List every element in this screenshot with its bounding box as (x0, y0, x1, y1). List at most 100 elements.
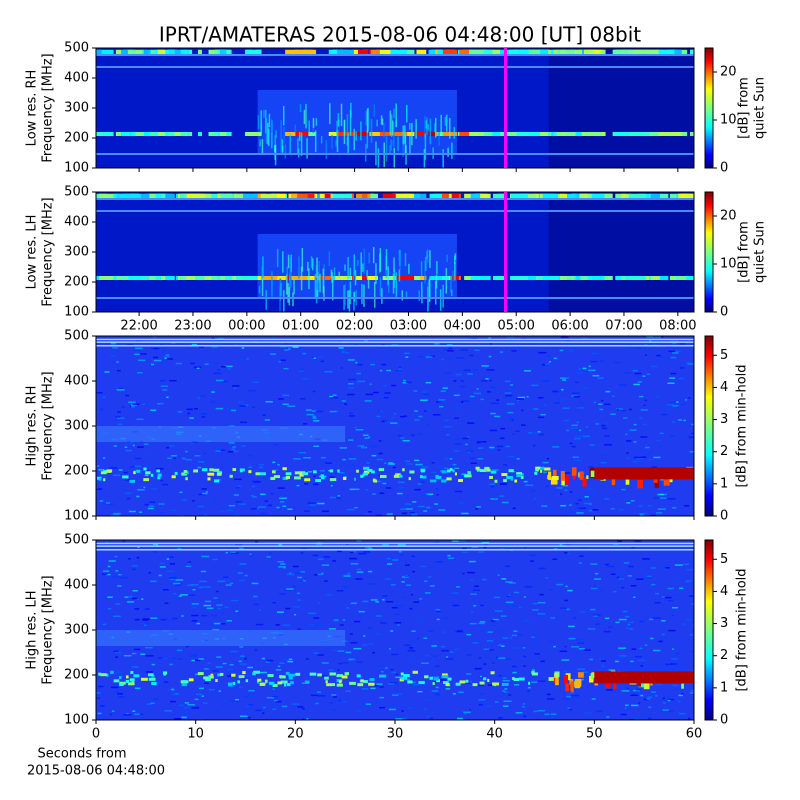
texture (357, 445, 364, 447)
texture (156, 469, 161, 473)
texture (325, 140, 328, 159)
texture (243, 193, 258, 199)
texture (574, 435, 582, 438)
texture (284, 144, 287, 159)
texture (314, 574, 318, 576)
texture (418, 681, 425, 685)
colorbar-label: [dB] from (737, 221, 752, 283)
texture (480, 604, 484, 607)
texture (248, 689, 255, 692)
texture (501, 645, 505, 647)
texture (96, 630, 346, 646)
texture (415, 119, 417, 139)
texture (237, 572, 243, 574)
texture (165, 276, 175, 280)
texture (657, 493, 664, 496)
texture (603, 630, 611, 633)
texture (672, 507, 677, 509)
texture (384, 392, 391, 394)
texture (272, 601, 276, 604)
colorbar-label: [dB] from min-hold (735, 364, 750, 487)
texture (255, 472, 260, 476)
texture (515, 712, 523, 714)
texture (691, 650, 694, 653)
texture (531, 432, 538, 434)
x-tick-label: 06:00 (551, 319, 588, 334)
texture (529, 554, 536, 557)
texture (337, 669, 340, 671)
texture (166, 396, 169, 399)
texture (416, 49, 427, 55)
texture (425, 256, 427, 271)
texture (490, 412, 496, 415)
texture (328, 49, 338, 55)
texture (582, 367, 587, 370)
texture (462, 572, 465, 575)
texture (164, 602, 169, 604)
texture (555, 677, 559, 686)
texture (543, 471, 547, 474)
texture (166, 446, 169, 449)
texture (655, 695, 658, 697)
texture (218, 449, 225, 451)
texture (531, 681, 538, 683)
texture (264, 419, 270, 421)
texture (132, 597, 138, 600)
texture (487, 391, 491, 393)
texture (356, 710, 362, 712)
texture (150, 363, 155, 366)
texture (486, 468, 491, 472)
texture (347, 393, 355, 396)
texture (402, 596, 405, 598)
texture (316, 257, 318, 278)
texture (463, 369, 471, 372)
texture (549, 640, 555, 643)
texture (180, 594, 189, 596)
texture (516, 399, 520, 401)
texture (316, 355, 324, 358)
texture (297, 706, 304, 708)
texture (278, 360, 282, 363)
texture (115, 49, 122, 55)
texture (678, 419, 682, 421)
texture (611, 669, 615, 672)
texture (490, 671, 495, 675)
texture (438, 132, 440, 146)
texture (391, 120, 394, 135)
texture (175, 584, 181, 586)
texture (248, 455, 252, 457)
texture (579, 471, 584, 480)
texture (656, 439, 661, 442)
texture (562, 698, 571, 700)
texture (510, 477, 514, 481)
texture (315, 479, 322, 483)
texture (560, 336, 569, 338)
texture (640, 409, 648, 411)
texture (371, 454, 377, 457)
texture (582, 477, 587, 487)
texture (110, 342, 116, 345)
texture (528, 432, 532, 434)
texture (490, 386, 497, 388)
texture (194, 659, 201, 662)
texture (372, 651, 376, 654)
texture (114, 691, 120, 693)
texture (96, 345, 694, 347)
texture (538, 433, 545, 436)
texture (329, 672, 336, 676)
texture (490, 485, 495, 488)
texture (574, 459, 582, 461)
texture (533, 710, 538, 713)
texture (527, 686, 531, 689)
texture (173, 457, 176, 460)
texture (546, 693, 551, 696)
texture (99, 476, 107, 478)
texture (435, 117, 437, 138)
texture (679, 587, 684, 590)
texture (467, 422, 475, 424)
texture (429, 276, 442, 280)
texture (412, 570, 416, 573)
texture (434, 343, 440, 345)
texture (509, 132, 517, 136)
texture (371, 470, 375, 474)
